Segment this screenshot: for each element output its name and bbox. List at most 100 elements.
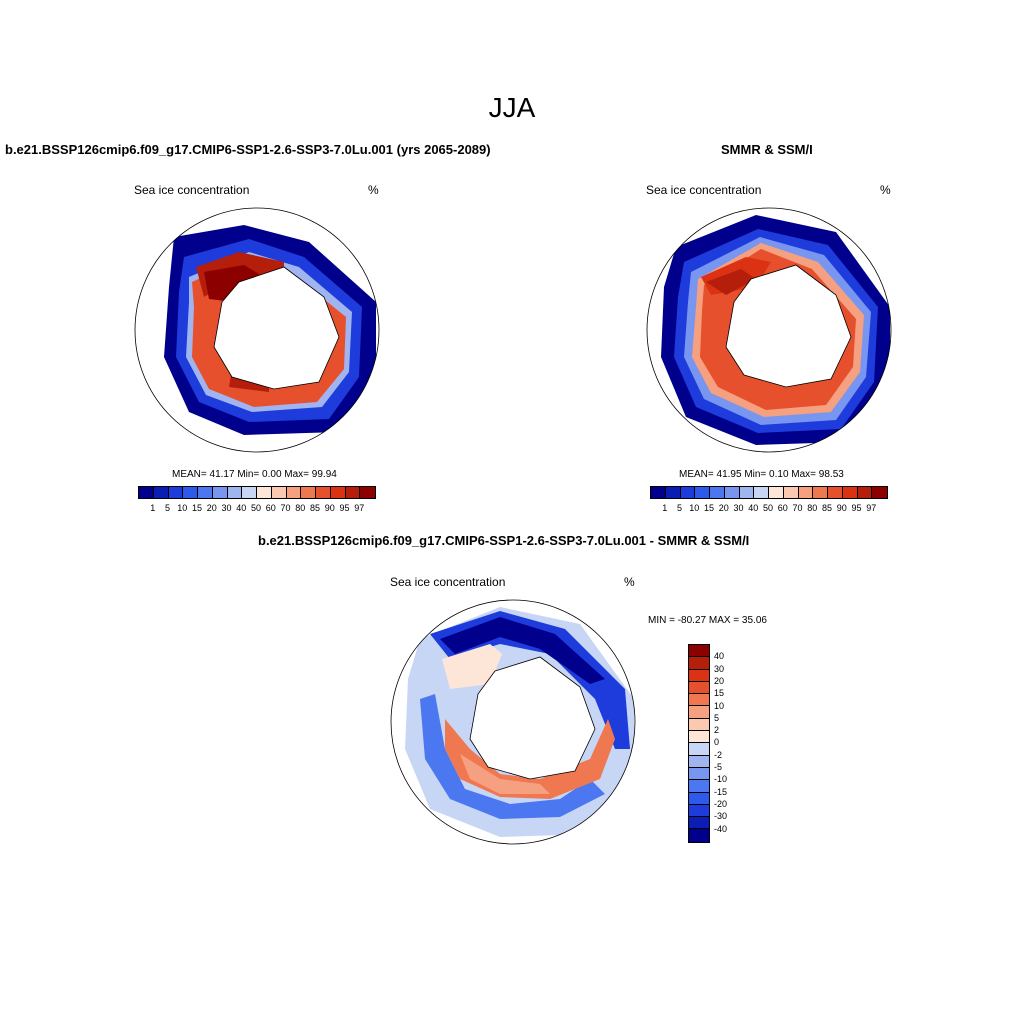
colorbar-swatch bbox=[242, 487, 257, 498]
colorbar-tick-label: 5 bbox=[714, 712, 720, 723]
colorbar-tick-label: 10 bbox=[177, 503, 188, 513]
colorbar-swatch bbox=[153, 487, 169, 498]
colorbar-swatch bbox=[651, 487, 666, 498]
colorbar-swatch bbox=[689, 829, 709, 842]
colorbar-swatch bbox=[872, 487, 887, 498]
colorbar-tick-label: 15 bbox=[703, 503, 715, 513]
model-units-label: % bbox=[368, 183, 379, 197]
colorbar-tick-label: -5 bbox=[714, 762, 723, 772]
colorbar-swatch bbox=[689, 706, 709, 719]
diff-variable-label: Sea ice concentration bbox=[390, 575, 506, 589]
colorbar-swatch bbox=[665, 487, 681, 498]
colorbar-tick-label: 20 bbox=[206, 503, 217, 513]
diff-panel-title: b.e21.BSSP126cmip6.f09_g17.CMIP6-SSP1-2.… bbox=[258, 533, 750, 548]
colorbar-tick-label: -2 bbox=[714, 749, 723, 760]
colorbar-tick-label: 50 bbox=[250, 503, 262, 513]
colorbar-swatch bbox=[689, 718, 709, 732]
colorbar-swatch bbox=[360, 487, 375, 498]
colorbar-swatch bbox=[680, 487, 696, 498]
colorbar-tick-label: 40 bbox=[748, 503, 759, 513]
model-colorbar bbox=[138, 486, 376, 499]
colorbar-swatch bbox=[689, 645, 709, 658]
colorbar-tick-label: 10 bbox=[689, 503, 700, 513]
colorbar-tick-label: 97 bbox=[354, 503, 365, 513]
colorbar-swatch bbox=[739, 487, 755, 498]
colorbar-tick-label: -40 bbox=[714, 823, 728, 834]
colorbar-swatch bbox=[689, 669, 709, 682]
colorbar-tick-label: 70 bbox=[280, 503, 291, 513]
colorbar-swatch bbox=[689, 767, 709, 781]
colorbar-tick-label: 15 bbox=[191, 503, 203, 513]
colorbar-tick-label: 2 bbox=[714, 725, 720, 736]
colorbar-swatch bbox=[257, 487, 272, 498]
colorbar-swatch bbox=[286, 487, 302, 498]
colorbar-swatch bbox=[689, 817, 709, 830]
obs-panel-title: SMMR & SSM/I bbox=[721, 142, 813, 157]
colorbar-tick-label: 80 bbox=[807, 503, 818, 513]
colorbar-tick-label: 15 bbox=[714, 688, 725, 699]
colorbar-swatch bbox=[769, 487, 784, 498]
colorbar-swatch bbox=[695, 487, 710, 498]
model-variable-label: Sea ice concentration bbox=[134, 183, 250, 197]
colorbar-swatch bbox=[330, 487, 346, 498]
model-panel-title: b.e21.BSSP126cmip6.f09_g17.CMIP6-SSP1-2.… bbox=[5, 142, 491, 157]
colorbar-swatch bbox=[689, 657, 709, 670]
colorbar-tick-label: -15 bbox=[714, 786, 728, 797]
colorbar-swatch bbox=[139, 487, 154, 498]
colorbar-swatch bbox=[857, 487, 873, 498]
colorbar-tick-label: 50 bbox=[762, 503, 774, 513]
obs-stats: MEAN= 41.95 Min= 0.10 Max= 98.53 bbox=[679, 469, 844, 480]
colorbar-tick-label: 10 bbox=[714, 700, 725, 711]
diff-stats: MIN = -80.27 MAX = 35.06 bbox=[648, 615, 767, 626]
colorbar-swatch bbox=[689, 755, 709, 768]
colorbar-swatch bbox=[783, 487, 799, 498]
colorbar-tick-label: 97 bbox=[866, 503, 877, 513]
colorbar-swatch bbox=[212, 487, 228, 498]
colorbar-tick-label: 80 bbox=[295, 503, 306, 513]
colorbar-swatch bbox=[689, 792, 709, 805]
colorbar-swatch bbox=[754, 487, 769, 498]
colorbar-tick-label: 30 bbox=[221, 503, 232, 513]
colorbar-tick-label: 5 bbox=[676, 503, 683, 513]
colorbar-swatch bbox=[198, 487, 213, 498]
colorbar-tick-label: 5 bbox=[164, 503, 171, 513]
colorbar-tick-label: 60 bbox=[777, 503, 788, 513]
colorbar-swatch bbox=[828, 487, 843, 498]
colorbar-swatch bbox=[227, 487, 243, 498]
colorbar-tick-label: 85 bbox=[821, 503, 833, 513]
model-polar-map bbox=[134, 207, 380, 453]
colorbar-tick-label: 40 bbox=[714, 651, 725, 662]
colorbar-tick-label: 20 bbox=[714, 675, 725, 686]
colorbar-tick-label: 1 bbox=[150, 503, 156, 513]
figure-title: JJA bbox=[488, 92, 536, 123]
colorbar-swatch bbox=[689, 694, 709, 707]
colorbar-tick-label: 40 bbox=[236, 503, 247, 513]
obs-units-label: % bbox=[880, 183, 891, 197]
colorbar-tick-label: 90 bbox=[324, 503, 335, 513]
colorbar-tick-label: -10 bbox=[714, 774, 728, 785]
colorbar-swatch bbox=[345, 487, 361, 498]
obs-polar-map bbox=[646, 207, 892, 453]
obs-variable-label: Sea ice concentration bbox=[646, 183, 762, 197]
colorbar-tick-label: 60 bbox=[265, 503, 276, 513]
colorbar-tick-label: -30 bbox=[714, 811, 728, 822]
colorbar-swatch bbox=[689, 731, 709, 744]
colorbar-swatch bbox=[798, 487, 814, 498]
colorbar-swatch bbox=[316, 487, 331, 498]
colorbar-swatch bbox=[689, 780, 709, 793]
colorbar-tick-label: 0 bbox=[714, 737, 720, 748]
diff-polar-map bbox=[390, 599, 636, 845]
obs-colorbar bbox=[650, 486, 888, 499]
colorbar-tick-label: 1 bbox=[662, 503, 668, 513]
colorbar-swatch bbox=[271, 487, 287, 498]
colorbar-tick-label: 30 bbox=[733, 503, 744, 513]
colorbar-swatch bbox=[689, 681, 709, 695]
colorbar-swatch bbox=[689, 743, 709, 756]
colorbar-swatch bbox=[724, 487, 740, 498]
colorbar-tick-label: 95 bbox=[339, 503, 350, 513]
colorbar-tick-label: 30 bbox=[714, 663, 725, 674]
colorbar-swatch bbox=[813, 487, 828, 498]
colorbar-tick-label: 90 bbox=[836, 503, 847, 513]
colorbar-tick-label: -20 bbox=[714, 798, 728, 809]
colorbar-swatch bbox=[183, 487, 198, 498]
